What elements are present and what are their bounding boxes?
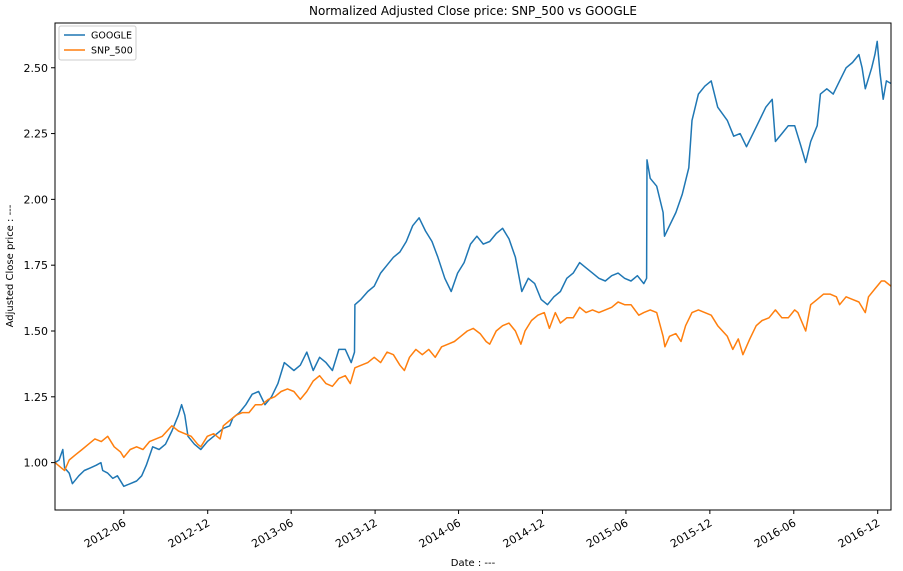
y-tick-label: 1.50 — [24, 325, 49, 338]
series-line-snp500 — [54, 280, 892, 472]
legend: GOOGLE SNP_500 — [58, 25, 137, 61]
series-line-google — [54, 40, 892, 488]
y-tick-label: 1.25 — [24, 391, 49, 404]
chart-title: Normalized Adjusted Close price: SNP_500… — [309, 4, 637, 18]
x-axis-label: Date : --- — [451, 558, 496, 569]
y-tick-label: 2.00 — [24, 193, 49, 206]
y-axis: 1.00 1.25 1.50 1.75 2.00 2.25 2.50 — [24, 62, 55, 470]
plot-area — [54, 22, 892, 511]
y-tick-label: 1.00 — [24, 457, 49, 470]
series-group — [54, 40, 892, 488]
y-tick-label: 2.25 — [24, 128, 49, 141]
legend-label-google: GOOGLE — [91, 31, 132, 42]
y-tick-label: 1.75 — [24, 259, 49, 272]
plot-frame — [54, 22, 892, 511]
legend-label-snp500: SNP_500 — [91, 46, 133, 57]
y-axis-label: Adjusted Close price : --- — [5, 204, 16, 327]
y-tick-label: 2.50 — [24, 62, 49, 75]
